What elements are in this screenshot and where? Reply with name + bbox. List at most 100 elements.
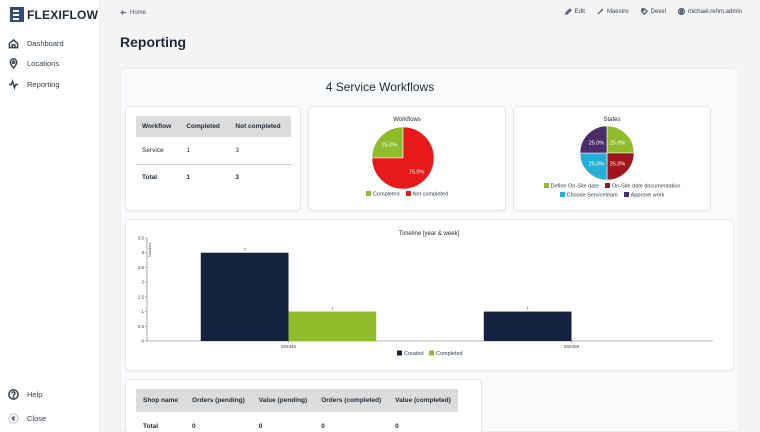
pie-slice-label: 25.0%	[589, 162, 605, 168]
sidebar-item-reporting[interactable]: Reporting	[8, 79, 60, 90]
back-arrow-icon	[120, 10, 127, 15]
pie-slice	[372, 127, 434, 189]
legend-label: Not completed	[412, 191, 449, 198]
table-header: Not completed	[229, 116, 291, 137]
devel-label: Devel	[650, 8, 666, 15]
table-header: Value (pending)	[251, 389, 315, 412]
states-pie-title: States	[603, 117, 621, 123]
legend-label: Choose Serviceteam	[566, 192, 618, 198]
table-header: Value (completed)	[388, 389, 458, 412]
help-label: Help	[27, 390, 43, 399]
maestro-button[interactable]: Maestro	[597, 8, 629, 15]
wand-icon	[597, 8, 604, 15]
page-title: Reporting	[120, 34, 187, 50]
devel-button[interactable]: Devel	[640, 8, 666, 15]
bar-value-label: 3	[244, 247, 247, 252]
table-row: Service 1 3	[136, 137, 291, 165]
y-axis-label: Number	[147, 242, 152, 257]
legend-item: On-Site date documentation	[604, 183, 681, 190]
pie-slice	[606, 126, 634, 154]
legend-label: Created	[404, 351, 424, 357]
close-label: Close	[27, 414, 47, 423]
y-tick-label: 3.5	[138, 236, 145, 241]
table-cell: 1	[180, 137, 230, 165]
sidebar-item-label: Locations	[27, 59, 60, 68]
sidebar-item-locations[interactable]: Locations	[8, 58, 59, 69]
maestro-label: Maestro	[606, 8, 629, 15]
table-cell: 3	[235, 174, 240, 182]
table-cell: Total	[143, 422, 159, 430]
pie-slice-label: 25.0%	[610, 162, 626, 168]
pie-slice-label: 25.0%	[610, 140, 626, 146]
table-cell: 0	[395, 422, 399, 430]
tag-icon	[640, 8, 648, 15]
table-header: Workflow	[136, 116, 181, 137]
pencil-icon	[564, 8, 572, 15]
workflows-pie-chart: 25.0% 75.0%	[372, 127, 434, 189]
logo-text: FLEXIFLOW	[27, 7, 99, 22]
legend-swatch	[405, 191, 411, 196]
y-tick-label: 3	[141, 250, 144, 255]
legend-swatch	[397, 350, 402, 356]
table-row-total: Total 0 0 0 0	[136, 412, 458, 432]
bar-value-label: 1	[331, 306, 334, 311]
legend-swatch	[623, 191, 629, 197]
breadcrumb-label: Home	[130, 9, 147, 16]
legend-swatch	[429, 350, 434, 356]
user-label: michael.rehm.admin	[687, 8, 742, 15]
pie-slice	[372, 127, 404, 159]
pie-slice-label: 25.0%	[382, 142, 398, 148]
pie-slice	[580, 126, 608, 154]
legend-label: On-Site date documentation	[611, 183, 681, 190]
y-tick-label: 1	[141, 309, 144, 314]
legend-item-not-completed: Not completed	[405, 191, 449, 198]
y-tick-label: 1.5	[138, 294, 145, 299]
table-cell: Total	[142, 174, 158, 182]
workflows-pie-title: Workflows	[393, 117, 421, 123]
app-logo[interactable]: FLEXIFLOW	[10, 7, 98, 22]
workflow-table: Workflow Completed Not completed Service…	[136, 116, 291, 191]
legend-label: Completed	[436, 351, 463, 357]
legend-label: Define On-Site date	[550, 183, 599, 190]
table-cell: 1	[186, 174, 190, 182]
legend-label: Completed	[372, 191, 400, 198]
timeline-bar-chart: Timeline [year & week] Number 0 0.5 1 1.5 2 2.5…	[138, 231, 713, 357]
table-header: Completed	[180, 116, 230, 137]
sidebar-item-help[interactable]: Help	[8, 389, 42, 400]
chart-title: Timeline [year & week]	[399, 231, 460, 237]
table-row-total: Total 1 3	[136, 164, 291, 191]
topbar: Home Edit Maestro Devel michael.rehm.adm…	[100, 0, 760, 26]
sidebar-close-button[interactable]: Close	[8, 413, 46, 424]
legend-label: Approve work	[630, 192, 665, 198]
table-cell: 3	[229, 137, 291, 165]
pie-slice-label: 25.0%	[589, 140, 605, 146]
activity-icon	[8, 79, 19, 90]
legend-swatch	[559, 191, 565, 197]
table-cell: 0	[258, 422, 263, 430]
sidebar-item-label: Dashboard	[27, 39, 64, 48]
user-menu[interactable]: michael.rehm.admin	[677, 8, 742, 15]
top-actions: Edit Maestro Devel michael.rehm.admin	[564, 8, 742, 15]
workflows-pie-legend: Completed Not completed	[308, 191, 506, 198]
breadcrumb-home[interactable]: Home	[120, 9, 146, 16]
legend-item: Approve work	[623, 191, 665, 198]
x-tick-label: 202409	[564, 344, 580, 349]
sidebar: FLEXIFLOW Dashboard Locations Reporting …	[0, 0, 100, 432]
sidebar-item-dashboard[interactable]: Dashboard	[8, 38, 64, 49]
edit-label: Edit	[574, 8, 585, 15]
legend-item-completed: Completed	[365, 191, 400, 198]
logo-icon	[10, 7, 24, 22]
table-cell: 0	[321, 422, 325, 430]
edit-button[interactable]: Edit	[564, 8, 585, 15]
table-header: Orders (completed)	[314, 389, 389, 412]
table-header: Orders (pending)	[185, 389, 252, 412]
table-header: Shop name	[136, 389, 186, 412]
legend-swatch	[604, 183, 610, 188]
dashboard-icon	[8, 38, 19, 49]
location-pin-icon	[9, 58, 18, 69]
bar-created	[200, 252, 289, 341]
pie-slice-label: 75.0%	[409, 170, 425, 176]
y-tick-label: 0.5	[138, 324, 145, 329]
sidebar-item-label: Reporting	[27, 80, 60, 89]
legend-item: Choose Serviceteam	[559, 191, 618, 198]
